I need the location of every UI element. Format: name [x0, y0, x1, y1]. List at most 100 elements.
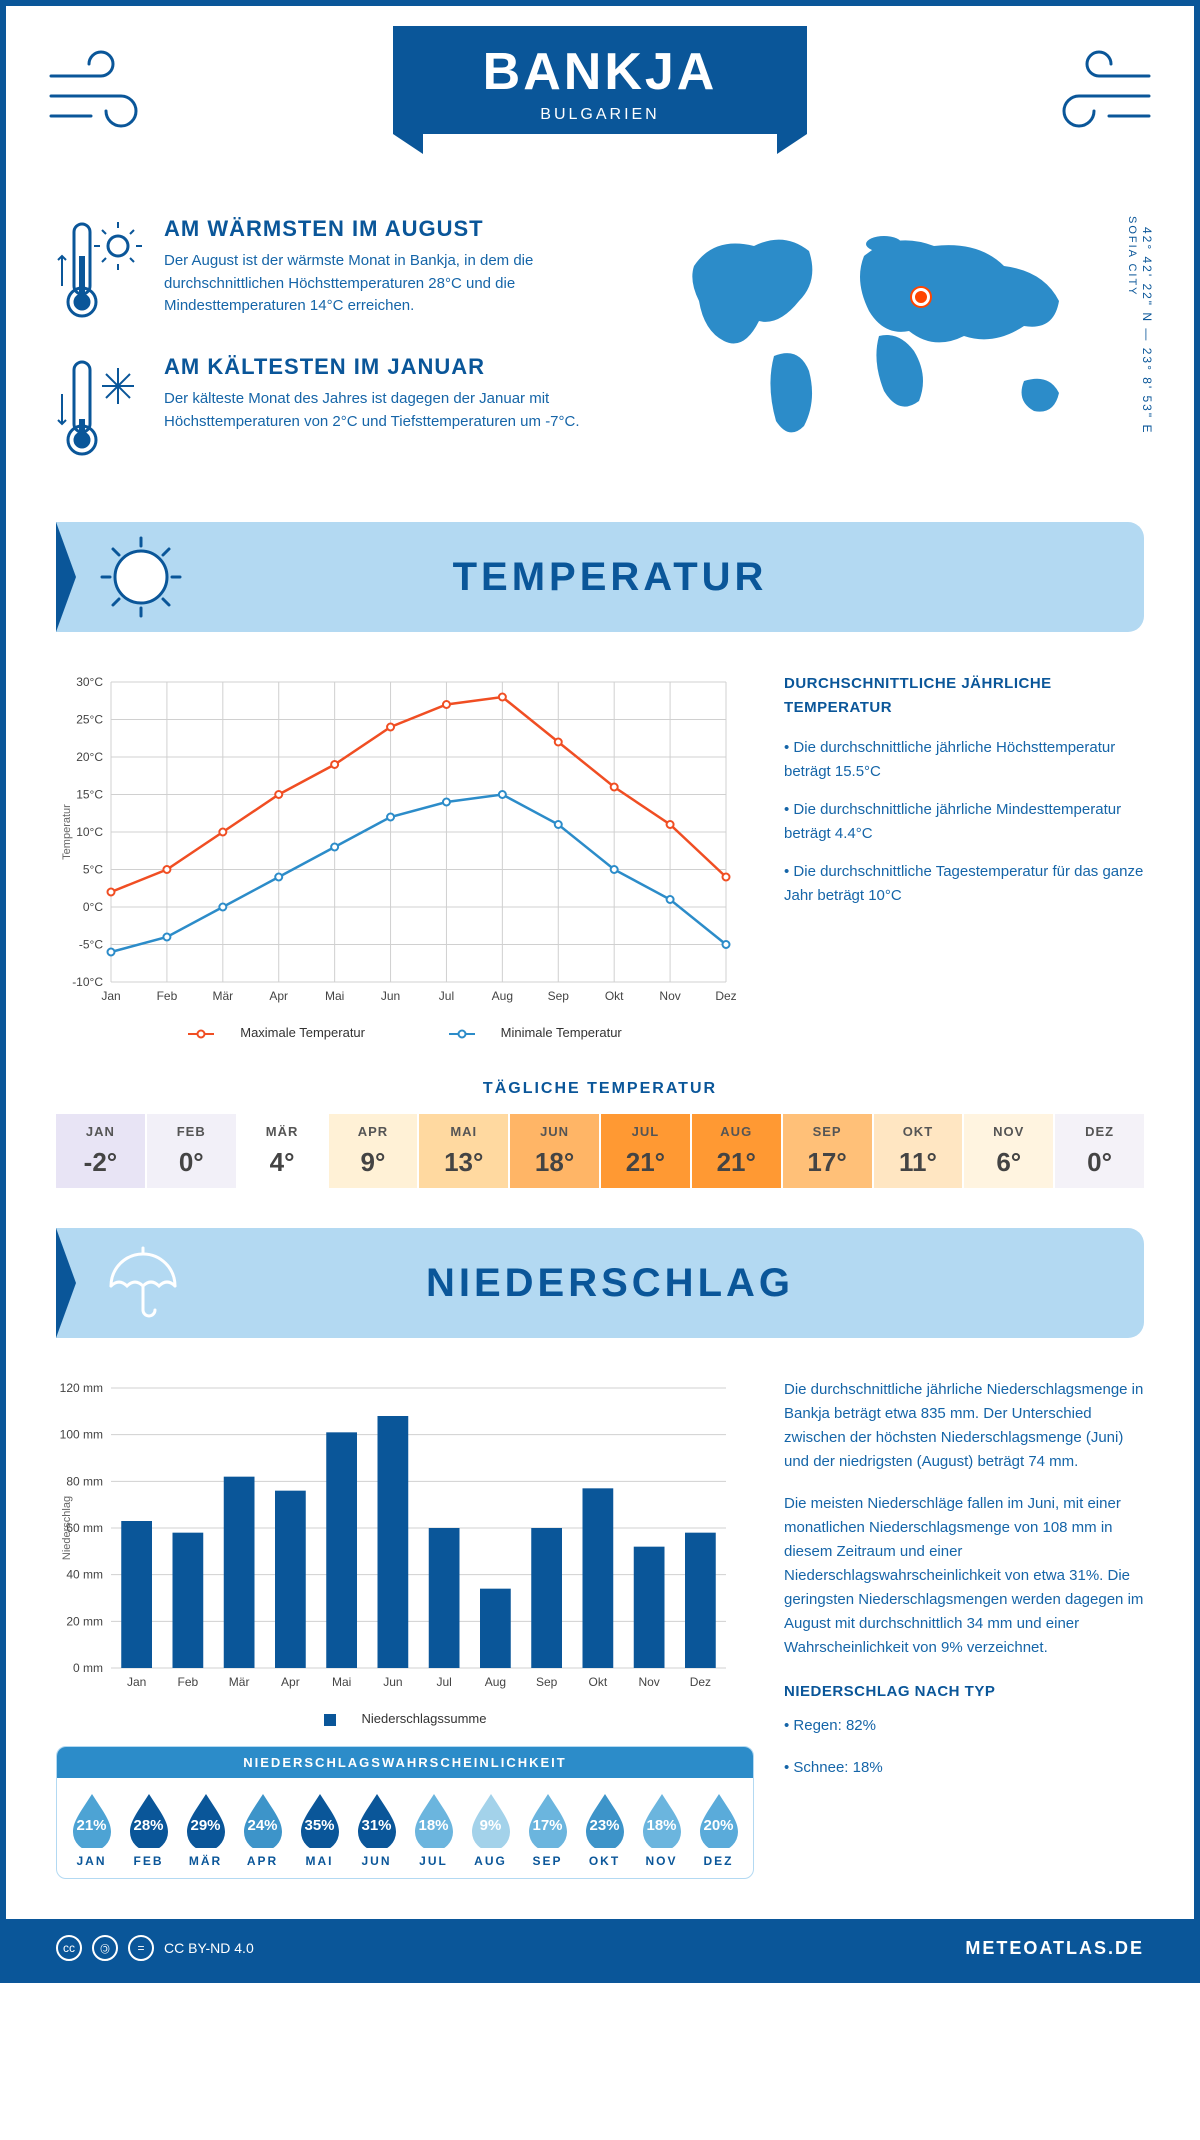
probability-cell: 29%MÄR: [179, 1792, 232, 1868]
summary-heading: DURCHSCHNITTLICHE JÄHRLICHE TEMPERATUR: [784, 672, 1144, 720]
svg-text:Jul: Jul: [439, 989, 454, 1003]
daily-cell: MAI13°: [419, 1114, 508, 1188]
precipitation-summary: Die durchschnittliche jährliche Niedersc…: [784, 1378, 1144, 1879]
probability-box: NIEDERSCHLAGSWAHRSCHEINLICHKEIT 21%JAN28…: [56, 1746, 754, 1879]
svg-text:Apr: Apr: [281, 1675, 300, 1689]
type-heading: NIEDERSCHLAG NACH TYP: [784, 1680, 1144, 1704]
svg-text:25°C: 25°C: [76, 713, 103, 727]
header: BANKJA BULGARIEN: [6, 26, 1194, 206]
daily-cell: SEP17°: [783, 1114, 872, 1188]
probability-cell: 21%JAN: [65, 1792, 118, 1868]
footer: cc 🄯 = CC BY-ND 4.0 METEOATLAS.DE: [6, 1919, 1194, 1977]
daily-cell: JUN18°: [510, 1114, 599, 1188]
svg-text:Jun: Jun: [381, 989, 400, 1003]
temperature-summary: DURCHSCHNITTLICHE JÄHRLICHE TEMPERATUR •…: [784, 672, 1144, 1040]
svg-text:-5°C: -5°C: [79, 938, 103, 952]
coldest-fact: AM KÄLTESTEN IM JANUAR Der kälteste Mona…: [56, 354, 634, 464]
svg-text:Niederschlag: Niederschlag: [61, 1496, 73, 1560]
warmest-fact: AM WÄRMSTEN IM AUGUST Der August ist der…: [56, 216, 634, 326]
probability-cell: 23%OKT: [578, 1792, 631, 1868]
bullet: • Die durchschnittliche jährliche Höchst…: [784, 736, 1144, 784]
brand: METEOATLAS.DE: [965, 1938, 1144, 1959]
daily-cell: JUL21°: [601, 1114, 690, 1188]
precipitation-section-header: NIEDERSCHLAG: [56, 1228, 1144, 1338]
fact-title: AM WÄRMSTEN IM AUGUST: [164, 216, 634, 242]
probability-cell: 18%NOV: [635, 1792, 688, 1868]
svg-text:Apr: Apr: [269, 989, 288, 1003]
sun-icon: [96, 532, 186, 622]
temp-legend: Maximale Temperatur Minimale Temperatur: [56, 1025, 754, 1040]
daily-cell: NOV6°: [964, 1114, 1053, 1188]
svg-text:Feb: Feb: [157, 989, 178, 1003]
fact-text: Der kälteste Monat des Jahres ist dagege…: [164, 388, 634, 433]
svg-text:Mär: Mär: [229, 1675, 250, 1689]
section-title: NIEDERSCHLAG: [186, 1261, 1144, 1306]
probability-cell: 35%MAI: [293, 1792, 346, 1868]
svg-text:Temperatur: Temperatur: [61, 804, 73, 860]
daily-cell: JAN-2°: [56, 1114, 145, 1188]
legend-max: Maximale Temperatur: [240, 1025, 365, 1040]
svg-text:Jul: Jul: [436, 1675, 451, 1689]
paragraph: Die meisten Niederschläge fallen im Juni…: [784, 1492, 1144, 1660]
svg-text:Sep: Sep: [548, 989, 570, 1003]
daily-cell: MÄR4°: [238, 1114, 327, 1188]
svg-text:120 mm: 120 mm: [60, 1381, 103, 1395]
svg-text:Mär: Mär: [212, 989, 233, 1003]
daily-heading: TÄGLICHE TEMPERATUR: [56, 1080, 1144, 1098]
svg-text:5°C: 5°C: [83, 863, 103, 877]
cc-icon: cc: [56, 1935, 82, 1961]
svg-text:Aug: Aug: [485, 1675, 506, 1689]
svg-text:Mai: Mai: [332, 1675, 351, 1689]
svg-text:20 mm: 20 mm: [66, 1614, 103, 1628]
umbrella-icon: [96, 1238, 186, 1328]
svg-text:Jan: Jan: [101, 989, 120, 1003]
coords-label: 42° 42' 22" N — 23° 8' 53" E: [1140, 216, 1154, 446]
legend-label: Niederschlagssumme: [362, 1711, 487, 1726]
precipitation-body: 0 mm20 mm40 mm60 mm80 mm100 mm120 mmJanF…: [6, 1338, 1194, 1899]
world-map-icon: [664, 216, 1104, 446]
daily-cell: AUG21°: [692, 1114, 781, 1188]
bullet: • Die durchschnittliche jährliche Mindes…: [784, 798, 1144, 846]
facts-column: AM WÄRMSTEN IM AUGUST Der August ist der…: [56, 216, 634, 492]
daily-cell: FEB0°: [147, 1114, 236, 1188]
license: cc 🄯 = CC BY-ND 4.0: [56, 1935, 254, 1961]
title-banner: BANKJA BULGARIEN: [393, 26, 808, 134]
map-column: SOFIA CITY 42° 42' 22" N — 23° 8' 53" E: [664, 216, 1144, 492]
precip-legend: Niederschlagssumme: [56, 1711, 754, 1726]
svg-text:0 mm: 0 mm: [73, 1661, 103, 1675]
location-marker-icon: [912, 288, 930, 306]
probability-cell: 20%DEZ: [692, 1792, 745, 1868]
legend-min: Minimale Temperatur: [501, 1025, 622, 1040]
probability-cell: 18%JUL: [407, 1792, 460, 1868]
daily-cell: OKT11°: [874, 1114, 963, 1188]
svg-text:-10°C: -10°C: [72, 975, 103, 989]
svg-text:Feb: Feb: [178, 1675, 199, 1689]
svg-text:Okt: Okt: [605, 989, 624, 1003]
svg-text:Jan: Jan: [127, 1675, 146, 1689]
precipitation-left: 0 mm20 mm40 mm60 mm80 mm100 mm120 mmJanF…: [56, 1378, 754, 1879]
svg-text:Dez: Dez: [690, 1675, 711, 1689]
bullet: • Die durchschnittliche Tagestemperatur …: [784, 860, 1144, 908]
svg-text:20°C: 20°C: [76, 750, 103, 764]
bullet: • Schnee: 18%: [784, 1756, 1144, 1780]
svg-text:15°C: 15°C: [76, 788, 103, 802]
svg-text:0°C: 0°C: [83, 900, 103, 914]
page: BANKJA BULGARIEN AM WÄRMSTEN IM AUGUST D…: [0, 0, 1200, 1983]
bullet: • Regen: 82%: [784, 1714, 1144, 1738]
temperature-section-header: TEMPERATUR: [56, 522, 1144, 632]
svg-text:40 mm: 40 mm: [66, 1568, 103, 1582]
nd-icon: =: [128, 1935, 154, 1961]
svg-text:Mai: Mai: [325, 989, 344, 1003]
paragraph: Die durchschnittliche jährliche Niedersc…: [784, 1378, 1144, 1474]
daily-cell: APR9°: [329, 1114, 418, 1188]
precipitation-chart: 0 mm20 mm40 mm60 mm80 mm100 mm120 mmJanF…: [56, 1378, 736, 1698]
probability-cell: 9%AUG: [464, 1792, 517, 1868]
thermometer-cold-icon: [56, 354, 146, 464]
temperature-chart: -10°C-5°C0°C5°C10°C15°C20°C25°C30°CJanFe…: [56, 672, 754, 1040]
license-text: CC BY-ND 4.0: [164, 1940, 254, 1956]
svg-text:Dez: Dez: [715, 989, 736, 1003]
wind-icon: [46, 46, 166, 136]
svg-text:Nov: Nov: [638, 1675, 659, 1689]
probability-cell: 31%JUN: [350, 1792, 403, 1868]
thermometer-hot-icon: [56, 216, 146, 326]
